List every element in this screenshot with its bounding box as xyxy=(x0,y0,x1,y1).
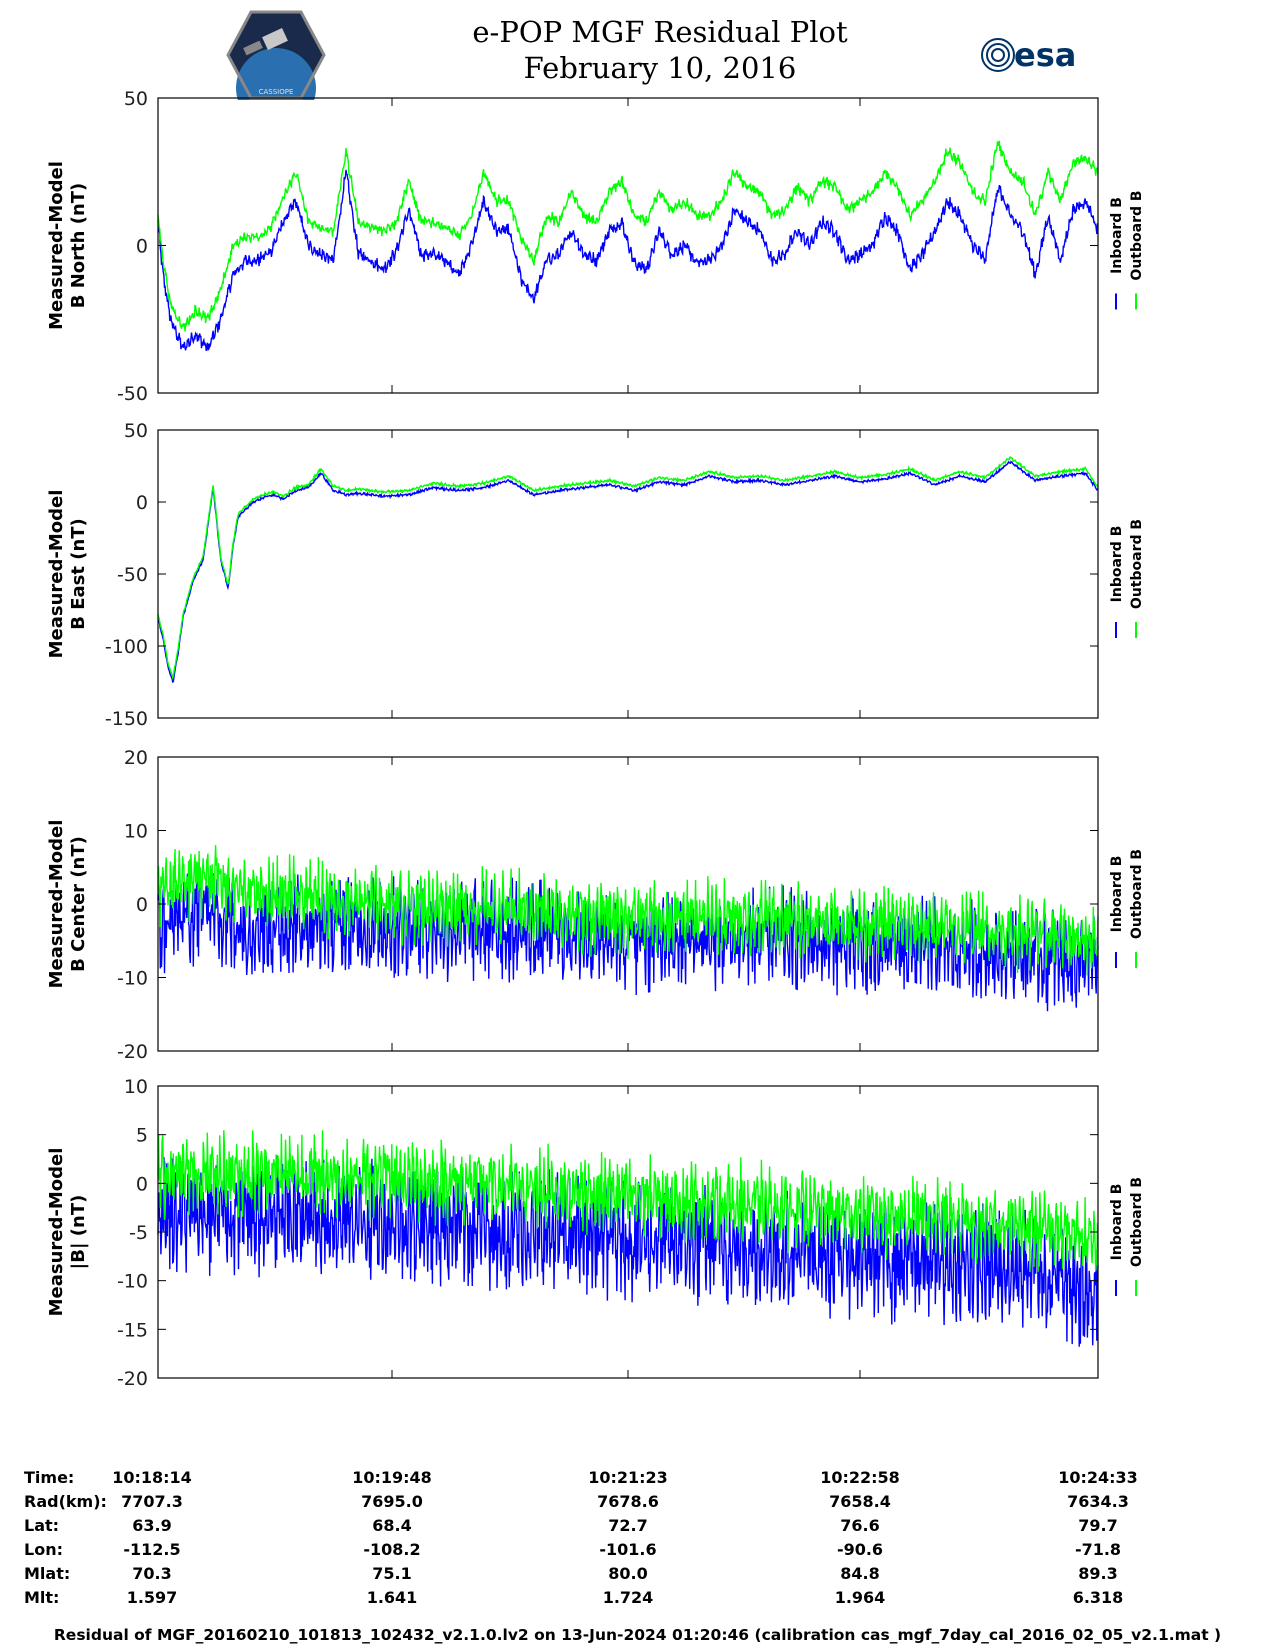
y-axis-label-line2: B North (nT) xyxy=(68,183,89,309)
title-line-1: e-POP MGF Residual Plot xyxy=(472,15,848,49)
y-tick-label: 0 xyxy=(136,236,148,258)
orbit-value-lat: 76.6 xyxy=(840,1516,880,1535)
orbit-value-mlat: 70.3 xyxy=(132,1564,172,1583)
y-tick-label: -5 xyxy=(129,1222,148,1244)
cassiope-logo-text: CASSIOPE xyxy=(259,88,294,96)
header-lat: Lat: xyxy=(24,1516,60,1535)
y-tick-label: -10 xyxy=(117,968,148,990)
panel-2: -150 -100 -50 0 50 Measured-ModelB East (nT) I… xyxy=(46,420,1145,730)
series-line-outboard xyxy=(157,845,1099,976)
header-time: Time: xyxy=(24,1468,75,1487)
legend-label-outboard: Outboard B xyxy=(1129,190,1145,280)
orbit-value-mlat: 80.0 xyxy=(608,1564,648,1583)
orbit-info-table: Time: Rad(km): Lat: Lon: Mlat: Mlt: 10:1… xyxy=(0,1468,1275,1618)
orbit-value-rad: 7695.0 xyxy=(361,1492,423,1511)
y-axis-label-line1: Measured-Model xyxy=(46,1148,67,1317)
series-line-inboard xyxy=(157,460,1099,684)
orbit-value-lon: -90.6 xyxy=(836,1540,884,1559)
orbit-value-mlt: 1.641 xyxy=(366,1588,418,1607)
orbit-value-mlt: 1.597 xyxy=(126,1588,178,1607)
y-axis-label: Measured-ModelB North (nT) xyxy=(46,161,89,330)
y-tick-label: -150 xyxy=(105,708,148,730)
esa-logo-text: esa xyxy=(1014,36,1076,74)
y-axis-label-line2: |B| (nT) xyxy=(68,1195,89,1270)
panel-4: -20 -15 -10 -5 0 5 10 Measured-Model|B| (nT) Inb… xyxy=(46,1076,1145,1390)
orbit-value-rad: 7707.3 xyxy=(121,1492,183,1511)
orbit-value-time: 10:22:58 xyxy=(820,1468,900,1487)
orbit-value-lon: -101.6 xyxy=(599,1540,657,1559)
y-axis-label: Measured-ModelB Center (nT) xyxy=(46,820,89,989)
orbit-value-time: 10:24:33 xyxy=(1058,1468,1138,1487)
legend-label-inboard: Inboard B xyxy=(1109,526,1125,603)
orbit-value-time: 10:18:14 xyxy=(112,1468,192,1487)
orbit-value-rad: 7658.4 xyxy=(829,1492,891,1511)
header-mlt: Mlt: xyxy=(24,1588,60,1607)
panel-3: -20 -10 0 10 20 Measured-ModelB Center (nT) In… xyxy=(46,747,1145,1063)
y-axis-label: Measured-ModelB East (nT) xyxy=(46,490,89,659)
plot-frame xyxy=(157,1085,1099,1379)
orbit-value-lon: -112.5 xyxy=(123,1540,181,1559)
y-tick-label: -20 xyxy=(117,1368,148,1390)
series-line-outboard xyxy=(157,140,1099,332)
title-line-2: February 10, 2016 xyxy=(523,51,797,85)
legend-label-inboard: Inboard B xyxy=(1109,1184,1125,1261)
y-axis-label-line1: Measured-Model xyxy=(46,820,67,989)
orbit-value-mlat: 75.1 xyxy=(372,1564,412,1583)
header-lon: Lon: xyxy=(24,1540,63,1559)
orbit-value-mlat: 84.8 xyxy=(840,1564,880,1583)
orbit-value-lat: 68.4 xyxy=(372,1516,412,1535)
orbit-value-time: 10:21:23 xyxy=(588,1468,668,1487)
y-tick-label: 10 xyxy=(124,821,148,843)
legend-label-outboard: Outboard B xyxy=(1129,849,1145,939)
y-tick-label: 20 xyxy=(124,747,148,769)
orbit-value-lon: -108.2 xyxy=(363,1540,421,1559)
orbit-value-mlt: 1.724 xyxy=(602,1588,654,1607)
orbit-value-lon: -71.8 xyxy=(1074,1540,1122,1559)
y-axis-label-line1: Measured-Model xyxy=(46,490,67,659)
orbit-value-lat: 72.7 xyxy=(608,1516,648,1535)
y-tick-label: 5 xyxy=(136,1125,148,1147)
y-axis-label-line2: B East (nT) xyxy=(68,518,89,630)
y-axis-label-line1: Measured-Model xyxy=(46,161,67,330)
panel-1: -50 0 50 Measured-ModelB North (nT) Inboard … xyxy=(46,88,1145,405)
y-tick-label: -20 xyxy=(117,1041,148,1063)
legend-label-outboard: Outboard B xyxy=(1129,519,1145,609)
y-tick-label: -10 xyxy=(117,1271,148,1293)
orbit-value-mlt: 1.964 xyxy=(834,1588,886,1607)
orbit-value-mlt: 6.318 xyxy=(1072,1588,1124,1607)
y-tick-label: 0 xyxy=(136,492,148,514)
header-mlat: Mlat: xyxy=(24,1564,71,1583)
legend-label-outboard: Outboard B xyxy=(1129,1177,1145,1267)
y-tick-label: 0 xyxy=(136,894,148,916)
header-rad: Rad(km): xyxy=(24,1492,107,1511)
orbit-value-time: 10:19:48 xyxy=(352,1468,432,1487)
y-axis-label: Measured-Model|B| (nT) xyxy=(46,1148,89,1317)
chart-title: e-POP MGF Residual Plot February 10, 201… xyxy=(400,14,920,86)
series-line-outboard xyxy=(157,1130,1099,1273)
orbit-value-lat: 79.7 xyxy=(1078,1516,1118,1535)
legend-label-inboard: Inboard B xyxy=(1109,856,1125,933)
footer-caption: Residual of MGF_20160210_101813_102432_v… xyxy=(53,1626,1222,1644)
y-tick-label: 50 xyxy=(124,88,148,110)
series-line-inboard xyxy=(157,169,1099,352)
y-tick-label: -15 xyxy=(117,1319,148,1341)
y-axis-label-line2: B Center (nT) xyxy=(68,836,89,972)
series-line-outboard xyxy=(157,456,1099,681)
orbit-value-rad: 7634.3 xyxy=(1067,1492,1129,1511)
y-tick-label: 50 xyxy=(124,420,148,442)
y-tick-label: 10 xyxy=(124,1076,148,1098)
orbit-value-rad: 7678.6 xyxy=(597,1492,659,1511)
legend-label-inboard: Inboard B xyxy=(1109,197,1125,274)
y-tick-label: -100 xyxy=(105,636,148,658)
series-line-inboard xyxy=(157,1155,1099,1347)
y-tick-label: -50 xyxy=(117,564,148,586)
orbit-value-lat: 63.9 xyxy=(132,1516,172,1535)
esa-logo: esa xyxy=(978,30,1098,80)
y-tick-label: 0 xyxy=(136,1173,148,1195)
orbit-value-mlat: 89.3 xyxy=(1078,1564,1118,1583)
y-tick-label: -50 xyxy=(117,383,148,405)
